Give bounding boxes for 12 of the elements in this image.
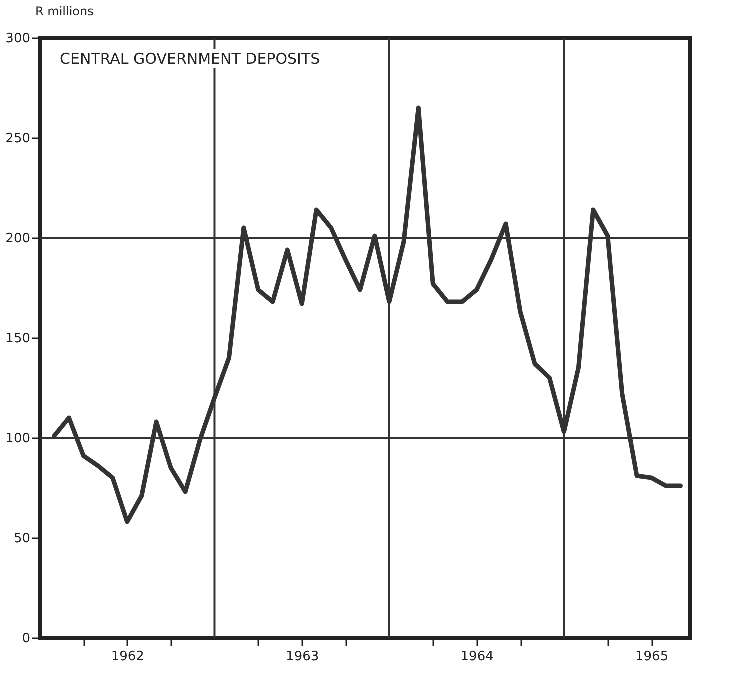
- y-tick-label: 100: [6, 432, 30, 446]
- y-tick-label: 150: [6, 332, 30, 346]
- y-tick-label: 200: [6, 232, 30, 246]
- x-tick-label: 1963: [286, 650, 320, 664]
- y-tick-label: 50: [14, 532, 30, 546]
- y-tick-label: 300: [6, 32, 30, 46]
- y-axis-title: R millions: [36, 4, 94, 18]
- x-tick-label: 1965: [636, 650, 669, 664]
- y-tick-label: 250: [6, 132, 30, 146]
- x-tick-label: 1964: [460, 650, 494, 664]
- y-tick-label: 0: [22, 632, 30, 646]
- x-tick-label: 1962: [111, 650, 144, 664]
